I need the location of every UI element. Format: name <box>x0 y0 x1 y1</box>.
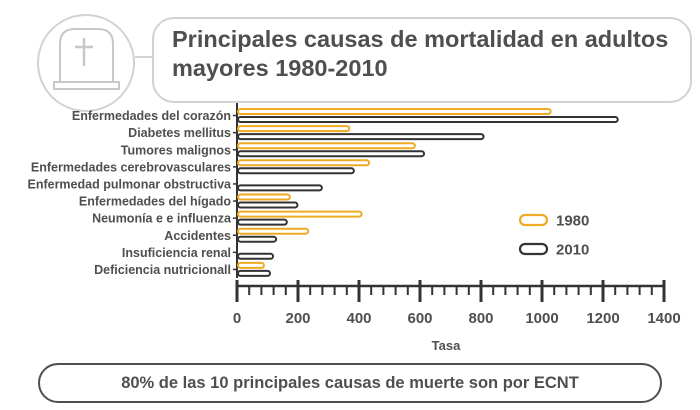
bar-1980 <box>237 142 416 150</box>
bar-2010 <box>237 167 355 175</box>
bar-2010 <box>237 201 299 209</box>
category-label: Enfermedades del hígado <box>79 195 231 209</box>
legend-swatch-1980 <box>518 213 549 227</box>
bar-2010 <box>237 269 272 277</box>
bar-2010 <box>237 218 288 226</box>
bar-2010 <box>237 235 278 243</box>
x-tick-label: 1200 <box>586 310 619 327</box>
bar-1980 <box>237 227 310 235</box>
bar-2010 <box>237 133 485 141</box>
bar-2010 <box>237 150 426 158</box>
category-label: Tumores malignos <box>121 143 231 157</box>
bar-1980 <box>237 125 351 133</box>
bar-2010 <box>237 184 323 192</box>
title-connector <box>135 56 153 58</box>
mortality-bar-chart: Enfermedades del corazón Diabetes mellitu… <box>27 103 681 353</box>
title-box <box>152 17 692 103</box>
category-label: Deficiencia nutricionall <box>94 263 231 277</box>
legend-swatch-2010 <box>518 242 549 256</box>
category-label: Enfermedades del corazón <box>72 109 231 123</box>
category-label: Diabetes mellitus <box>128 126 231 140</box>
x-axis-label: Tasa <box>432 338 461 353</box>
page-title: Principales causas de mortalidad en adul… <box>172 26 669 81</box>
bar-1980 <box>237 261 265 269</box>
category-label: Enfermedad pulmonar obstructiva <box>27 177 232 191</box>
category-label: Insuficiencia renal <box>122 246 231 260</box>
footer-text: 80% de las 10 principales causas de muer… <box>121 373 579 392</box>
bar-1980 <box>237 193 291 201</box>
footer-banner: 80% de las 10 principales causas de muer… <box>38 363 662 403</box>
x-tick-label: 600 <box>407 310 432 327</box>
x-tick-label: 1000 <box>525 310 558 327</box>
x-tick-label: 800 <box>468 310 493 327</box>
legend-label: 1980 <box>556 213 589 230</box>
x-tick-label: 0 <box>233 310 241 327</box>
bar-2010 <box>237 252 275 260</box>
bar-1980 <box>237 108 552 115</box>
x-tick-label: 1400 <box>647 310 680 327</box>
category-label: Neumonía e e influenza <box>92 212 232 226</box>
bar-1980 <box>237 159 371 167</box>
legend-label: 2010 <box>556 242 589 259</box>
bar-1980 <box>237 210 363 218</box>
bar-2010 <box>237 116 619 123</box>
category-label: Accidentes <box>164 229 231 243</box>
x-tick-label: 400 <box>346 310 371 327</box>
x-tick-label: 200 <box>285 310 310 327</box>
category-label: Enfermedades cerebrovasculares <box>31 160 231 174</box>
